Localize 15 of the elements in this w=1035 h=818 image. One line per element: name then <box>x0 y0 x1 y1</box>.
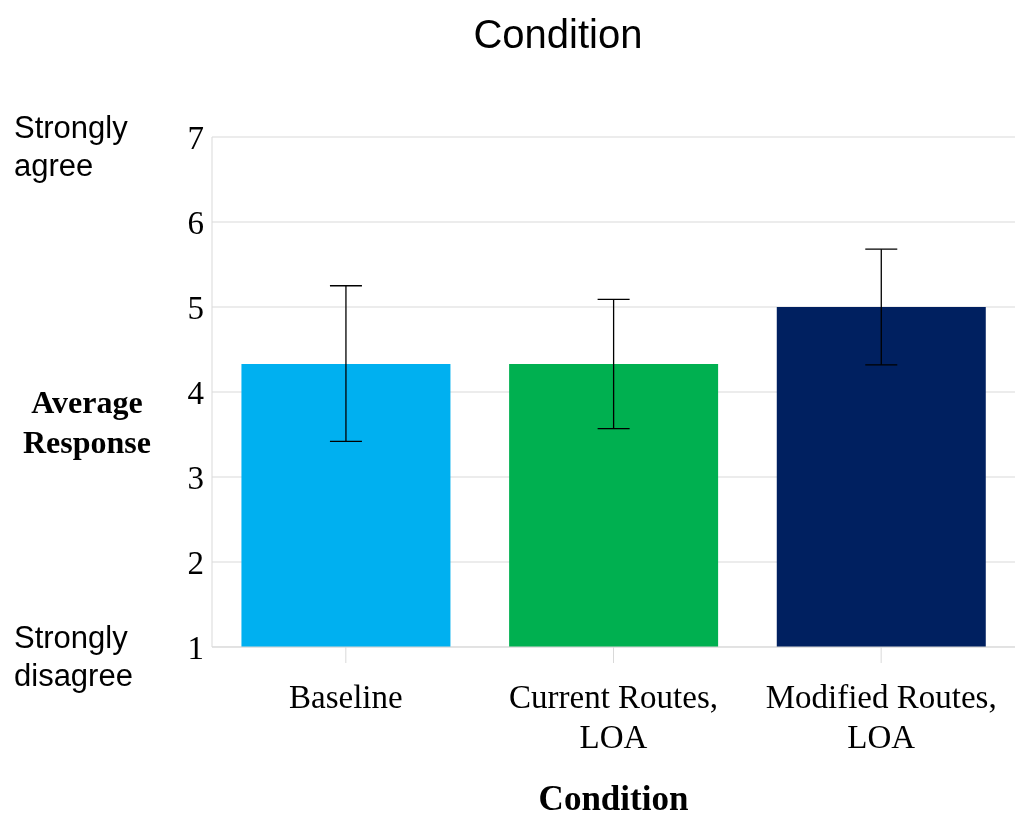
y-tick-label: 3 <box>187 459 204 496</box>
y-tick-label: 6 <box>187 204 204 241</box>
y-tick-label: 7 <box>187 119 204 156</box>
x-tick-label: Modified Routes, LOA <box>764 678 998 757</box>
x-axis-title: Condition <box>538 779 689 818</box>
y-tick-label: 1 <box>187 629 204 666</box>
y-tick-label: 5 <box>187 289 204 326</box>
text: Strongly disagree <box>14 619 134 695</box>
y-axis-title: Average Response <box>22 383 152 462</box>
text: Strongly agree <box>14 109 129 185</box>
y-tick-label: 2 <box>187 544 204 581</box>
x-tick-label: Baseline <box>288 678 404 717</box>
y-tick-label: 4 <box>187 374 204 411</box>
x-tick-label: Current Routes, LOA <box>508 678 719 757</box>
chart-title: Condition <box>472 12 644 57</box>
